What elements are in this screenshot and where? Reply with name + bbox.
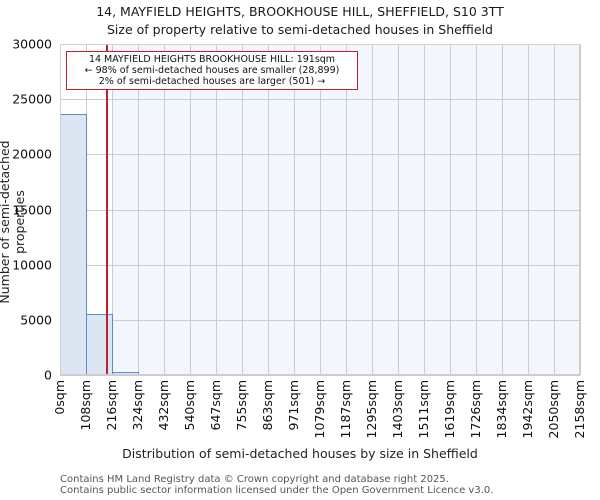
x-tick-label: 108sqm — [78, 380, 93, 431]
plot-area: 14 MAYFIELD HEIGHTS BROOKHOUSE HILL: 191… — [60, 44, 581, 376]
y-tick-label: 25000 — [12, 91, 52, 107]
vertical-gridline — [580, 44, 581, 375]
horizontal-gridline — [60, 375, 580, 376]
histogram-bar — [112, 371, 139, 375]
x-tick-label: 1726sqm — [468, 380, 483, 439]
x-tick-label: 1942sqm — [520, 380, 535, 439]
horizontal-gridline — [60, 44, 580, 45]
x-tick-label: 540sqm — [182, 380, 197, 431]
horizontal-gridline — [60, 209, 580, 211]
y-tick-label: 10000 — [12, 257, 52, 273]
annotation-line-2: ← 98% of semi-detached houses are smalle… — [84, 65, 340, 76]
x-tick-label: 1295sqm — [364, 380, 379, 439]
x-tick-label: 755sqm — [234, 380, 249, 431]
x-tick-label: 1834sqm — [494, 380, 509, 439]
x-tick-label: 1079sqm — [312, 380, 327, 439]
chart-title: 14, MAYFIELD HEIGHTS, BROOKHOUSE HILL, S… — [96, 4, 504, 19]
x-tick-label: 432sqm — [156, 380, 171, 431]
x-tick-label: 647sqm — [208, 380, 223, 431]
horizontal-gridline — [60, 99, 580, 101]
x-tick-label: 1187sqm — [338, 380, 353, 439]
annotation-line-1: 14 MAYFIELD HEIGHTS BROOKHOUSE HILL: 191… — [88, 54, 336, 65]
horizontal-gridline — [60, 154, 580, 156]
horizontal-gridline — [60, 319, 580, 321]
x-tick-label: 971sqm — [286, 380, 301, 431]
y-tick-label: 15000 — [12, 202, 52, 217]
chart-subtitle: Size of property relative to semi-detach… — [106, 22, 493, 37]
histogram-bar — [86, 314, 113, 375]
x-tick-label: 324sqm — [130, 380, 145, 431]
x-tick-label: 216sqm — [104, 380, 119, 431]
x-tick-label: 863sqm — [260, 380, 275, 431]
annotation-line-3: 2% of semi-detached houses are larger (5… — [98, 76, 326, 87]
property-size-marker-line — [106, 44, 108, 375]
footer-licence: Contains public sector information licen… — [60, 485, 494, 496]
x-tick-label: 0sqm — [52, 380, 67, 415]
x-tick-label: 2158sqm — [572, 380, 587, 439]
horizontal-gridline — [60, 264, 580, 266]
y-tick-label: 5000 — [20, 312, 52, 328]
x-tick-label: 1511sqm — [416, 380, 431, 439]
property-annotation-box: 14 MAYFIELD HEIGHTS BROOKHOUSE HILL: 191… — [66, 51, 358, 90]
x-tick-label: 1403sqm — [390, 380, 405, 439]
x-tick-label: 1619sqm — [442, 380, 457, 439]
histogram-bar — [60, 114, 87, 375]
footer-copyright: Contains HM Land Registry data © Crown c… — [60, 474, 449, 485]
x-tick-label: 2050sqm — [546, 380, 561, 439]
y-tick-label: 30000 — [12, 36, 52, 52]
y-tick-label: 20000 — [12, 146, 52, 162]
x-axis-label: Distribution of semi-detached houses by … — [122, 446, 478, 461]
y-tick-label: 0 — [44, 367, 52, 383]
